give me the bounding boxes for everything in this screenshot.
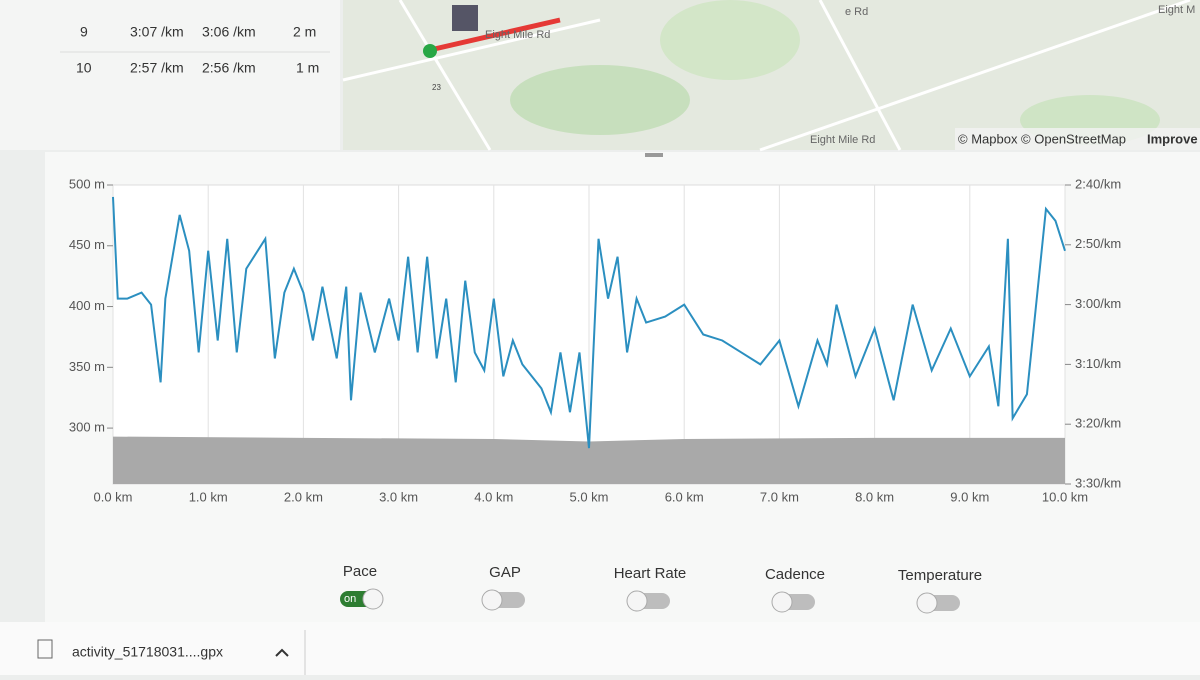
toggles: Pace on GAP Heart Rate Cadence Temperature — [340, 563, 982, 614]
map-road — [342, 18, 601, 82]
photo-thumb[interactable] — [452, 5, 478, 31]
toggle-knob — [481, 589, 503, 611]
y-tick-label: 300 m — [69, 420, 105, 435]
toggle-label: GAP — [489, 564, 521, 581]
start-marker[interactable] — [423, 44, 437, 58]
y2-tick-label: 2:50/km — [1075, 236, 1121, 251]
attribution[interactable]: © Mapbox © OpenStreetMap — [958, 131, 1126, 146]
x-tick-label: 6.0 km — [665, 489, 704, 504]
map-label: Eight M — [1158, 4, 1195, 16]
splits-table: 9 3:07 /km 3:06 /km 2 m 10 2:57 /km 2:56… — [76, 24, 319, 76]
toggle-knob — [916, 592, 938, 614]
x-tick-label: 0.0 km — [93, 489, 132, 504]
split-cell: 3:07 /km — [130, 24, 184, 40]
y-tick-label: 400 m — [69, 298, 105, 313]
map-park — [510, 65, 690, 135]
map-road — [398, 0, 492, 151]
split-cell: 2:56 /km — [202, 60, 256, 76]
file-icon — [37, 639, 53, 659]
download-bar — [0, 622, 1200, 675]
download-file[interactable]: activity_51718031....gpx — [72, 644, 223, 660]
y2-tick-label: 3:20/km — [1075, 416, 1121, 431]
map-road — [759, 0, 1191, 152]
splits-panel — [0, 0, 340, 150]
y2-tick-label: 2:40/km — [1075, 176, 1121, 191]
x-tick-label: 7.0 km — [760, 489, 799, 504]
y-tick-label: 450 m — [69, 237, 105, 252]
x-tick-label: 2.0 km — [284, 489, 323, 504]
chart: 0.0 km 1.0 km 2.0 km 3.0 km 4.0 km 5.0 km 6.0 … — [69, 176, 1121, 504]
elevation-area — [113, 436, 1065, 484]
toggle-state: on — [344, 593, 356, 605]
attribution-bg — [955, 128, 1200, 150]
x-tick-label: 3.0 km — [379, 489, 418, 504]
improve-link[interactable]: Improve — [1147, 131, 1198, 146]
split-cell: 2:57 /km — [130, 60, 184, 76]
pace-line — [112, 196, 1066, 449]
toggle-label: Cadence — [765, 566, 825, 583]
x-tick-label: 8.0 km — [855, 489, 894, 504]
y2-tick-label: 3:00/km — [1075, 296, 1121, 311]
toggle-knob — [362, 588, 384, 610]
route — [429, 17, 561, 53]
toggle-knob — [771, 591, 793, 613]
map-label: Eight Mile Rd — [810, 134, 875, 146]
toggle-knob — [626, 590, 648, 612]
y-tick-label: 500 m — [69, 176, 105, 191]
map-park — [660, 0, 800, 80]
y2-tick-label: 3:10/km — [1075, 356, 1121, 371]
split-cell: 3:06 /km — [202, 24, 256, 40]
map-road — [818, 0, 902, 151]
map-label: e Rd — [845, 6, 868, 18]
download-menu[interactable] — [275, 648, 289, 657]
x-tick-label: 4.0 km — [474, 489, 513, 504]
split-cell: 9 — [80, 24, 88, 40]
resize-handle[interactable] — [645, 153, 663, 157]
split-cell: 1 m — [296, 60, 319, 76]
split-cell: 10 — [76, 60, 92, 76]
x-tick-label: 1.0 km — [189, 489, 228, 504]
map-label: 23 — [432, 83, 441, 92]
split-cell: 2 m — [293, 24, 316, 40]
toggle-label: Heart Rate — [614, 565, 687, 582]
x-tick-label: 9.0 km — [950, 489, 989, 504]
map-label: Eight Mile Rd — [485, 29, 550, 41]
toggle-label: Temperature — [898, 567, 982, 584]
toggle-label: Pace — [343, 563, 377, 580]
y-tick-label: 350 m — [69, 359, 105, 374]
x-tick-label: 10.0 km — [1042, 489, 1088, 504]
y2-tick-label: 3:30/km — [1075, 475, 1121, 490]
x-tick-label: 5.0 km — [569, 489, 608, 504]
